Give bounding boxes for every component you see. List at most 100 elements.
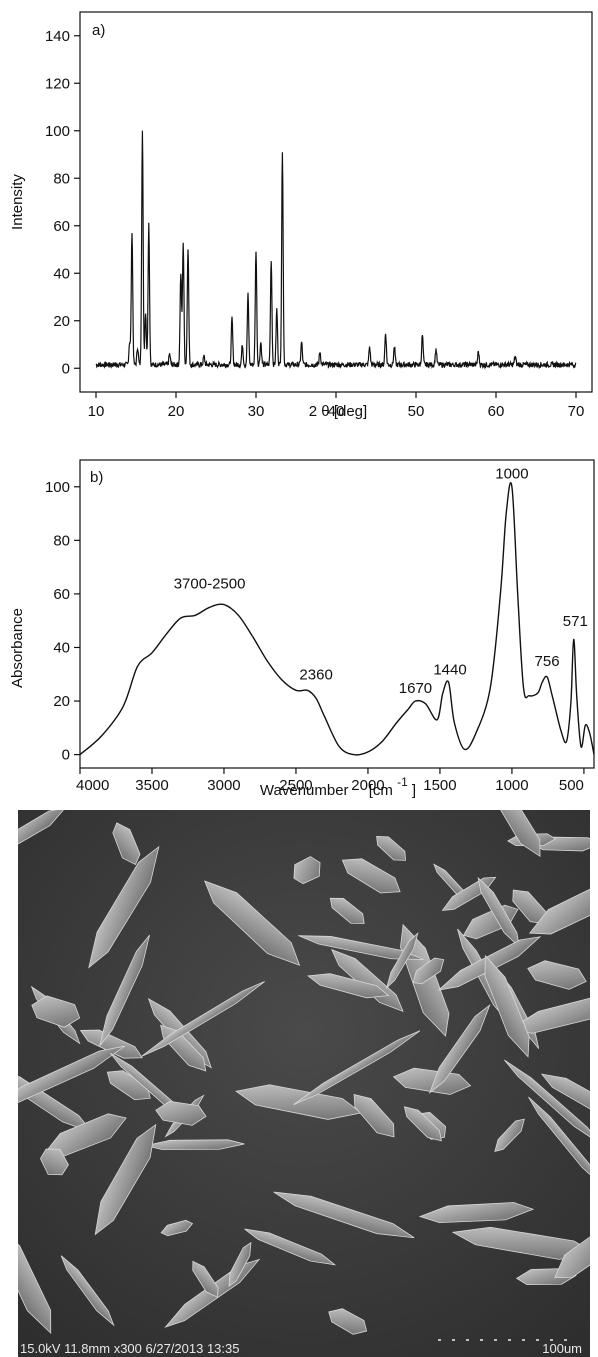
sem-crystal: [554, 1225, 590, 1278]
ftir-peak-annotation: 571: [563, 613, 588, 630]
xrd-x-tick-label: 10: [88, 403, 105, 420]
sem-crystal: [528, 1096, 590, 1188]
ftir-chart: b) 4000 3500 3000 2500 2000 1500 1000 500 0 20 40…: [9, 459, 595, 799]
sem-micrograph: 15.0kV 11.8mm x300 6/27/2013 13:35 100um: [18, 810, 590, 1357]
sem-crystal: [493, 810, 541, 858]
ftir-y-tick-label: 100: [45, 479, 70, 496]
sem-crystal: [298, 935, 424, 960]
xrd-x-tick-label: 30: [248, 403, 265, 420]
xrd-panel-label: a): [92, 22, 105, 39]
sem-crystal: [418, 1202, 535, 1224]
xrd-chart: a) 10 20 30 40 50 60 70 0 20 40 60 80 100 120 140 2 θ…: [9, 11, 593, 420]
xrd-plot-frame: [79, 11, 593, 393]
ftir-x-tick-label: 1000: [495, 777, 528, 794]
ftir-chart-panel: b) 4000 3500 3000 2500 2000 1500 1000 500 0 20 40…: [0, 420, 598, 805]
sem-crystal: [99, 934, 150, 1047]
ftir-plot-frame: [79, 459, 595, 769]
sem-crystal: [376, 836, 407, 861]
ftir-peak-annotation: 3700-2500: [174, 576, 246, 593]
sem-crystal: [341, 858, 401, 894]
ftir-x-tick-label: 4000: [76, 777, 109, 794]
ftir-y-axis-title: Absorbance: [9, 608, 26, 688]
sem-crystal: [18, 1045, 125, 1110]
sem-crystal: [484, 954, 530, 1058]
xrd-y-tick-label: 60: [53, 218, 70, 235]
ftir-x-tick-label: 3500: [135, 777, 168, 794]
xrd-x-tick-label: 60: [488, 403, 505, 420]
xrd-y-tick-label: 120: [45, 75, 70, 92]
sem-crystal: [94, 1123, 157, 1236]
sem-crystal: [273, 1191, 415, 1239]
sem-crystal: [88, 845, 160, 969]
ftir-y-tick-label: 80: [53, 532, 70, 549]
ftir-peak-annotation: 2360: [299, 667, 332, 684]
sem-crystal: [412, 957, 445, 985]
sem-crystal: [18, 1222, 52, 1335]
ftir-x-tick-label: 3000: [207, 777, 240, 794]
sem-crystal: [307, 973, 390, 999]
sem-crystal: [494, 1118, 525, 1153]
sem-crystal: [228, 1241, 252, 1288]
xrd-y-tick-label: 0: [62, 360, 70, 377]
ftir-y-tick-label: 60: [53, 586, 70, 603]
xrd-y-tick-label: 40: [53, 265, 70, 282]
xrd-y-tick-label: 100: [45, 123, 70, 140]
sem-crystal: [141, 981, 265, 1057]
sem-image: [18, 810, 590, 1357]
ftir-x-axis-unit-close: ]: [412, 782, 416, 799]
ftir-y-tick-label: 20: [53, 693, 70, 710]
sem-crystal: [160, 1219, 194, 1237]
sem-crystal: [504, 1059, 590, 1145]
sem-crystal: [451, 1226, 590, 1260]
sem-crystal: [203, 880, 301, 966]
xrd-series-line: [95, 130, 577, 370]
xrd-y-tick-label: 80: [53, 170, 70, 187]
sem-crystal: [328, 1308, 368, 1335]
ftir-y-tick-label: 40: [53, 639, 70, 656]
xrd-chart-panel: a) 10 20 30 40 50 60 70 0 20 40 60 80 100 120 140 2 θ…: [0, 0, 598, 420]
sem-crystal: [428, 1004, 491, 1095]
ftir-x-tick-label: 2500: [279, 777, 312, 794]
xrd-x-axis-title: 2 θ [deg]: [309, 403, 367, 420]
ftir-x-axis-unit-exponent: -1: [397, 775, 408, 789]
sem-crystal: [293, 856, 321, 885]
xrd-y-tick-label: 140: [45, 28, 70, 45]
sem-crystal: [244, 1228, 337, 1266]
sem-scale-label: 100um: [542, 1341, 582, 1356]
sem-crystal: [527, 960, 587, 990]
ftir-x-axis-unit: [cm: [369, 782, 393, 799]
sem-crystal: [540, 1073, 590, 1120]
sem-crystal: [112, 822, 141, 866]
sem-crystal: [392, 1067, 472, 1095]
sem-crystal: [528, 880, 590, 935]
sem-crystal: [353, 1094, 395, 1138]
ftir-peak-annotation: 1670: [399, 680, 432, 697]
sem-crystal: [106, 1070, 151, 1101]
sem-crystal: [31, 995, 81, 1028]
ftir-peak-annotation: 1440: [433, 661, 466, 678]
xrd-y-axis-title: Intensity: [9, 174, 26, 230]
xrd-x-tick-label: 40: [328, 403, 345, 420]
ftir-x-tick-label: 1500: [423, 777, 456, 794]
ftir-x-axis-title: Wavenumber [cm -1 ]: [260, 773, 416, 799]
ftir-panel-label: b): [90, 469, 103, 486]
ftir-x-tick-label: 500: [559, 777, 584, 794]
sem-crystal: [329, 897, 365, 924]
sem-crystal: [385, 932, 419, 990]
ftir-series-line: [79, 482, 595, 756]
sem-crystal: [506, 991, 590, 1034]
ftir-peak-annotation: 756: [535, 653, 560, 670]
ftir-x-axis-label: Wavenumber: [260, 782, 349, 799]
sem-crystal: [155, 1100, 207, 1126]
ftir-x-tick-label: 2000: [351, 777, 384, 794]
sem-crystal: [145, 1139, 245, 1150]
sem-crystal: [192, 1260, 219, 1298]
xrd-y-tick-label: 20: [53, 313, 70, 330]
xrd-x-tick-label: 20: [168, 403, 185, 420]
sem-crystal: [60, 1255, 115, 1327]
sem-info-bar: 15.0kV 11.8mm x300 6/27/2013 13:35 100um: [18, 1339, 590, 1357]
xrd-x-tick-label: 50: [408, 403, 425, 420]
xrd-x-tick-label: 70: [568, 403, 585, 420]
sem-crystal: [39, 1148, 69, 1176]
sem-crystal: [79, 1029, 143, 1059]
